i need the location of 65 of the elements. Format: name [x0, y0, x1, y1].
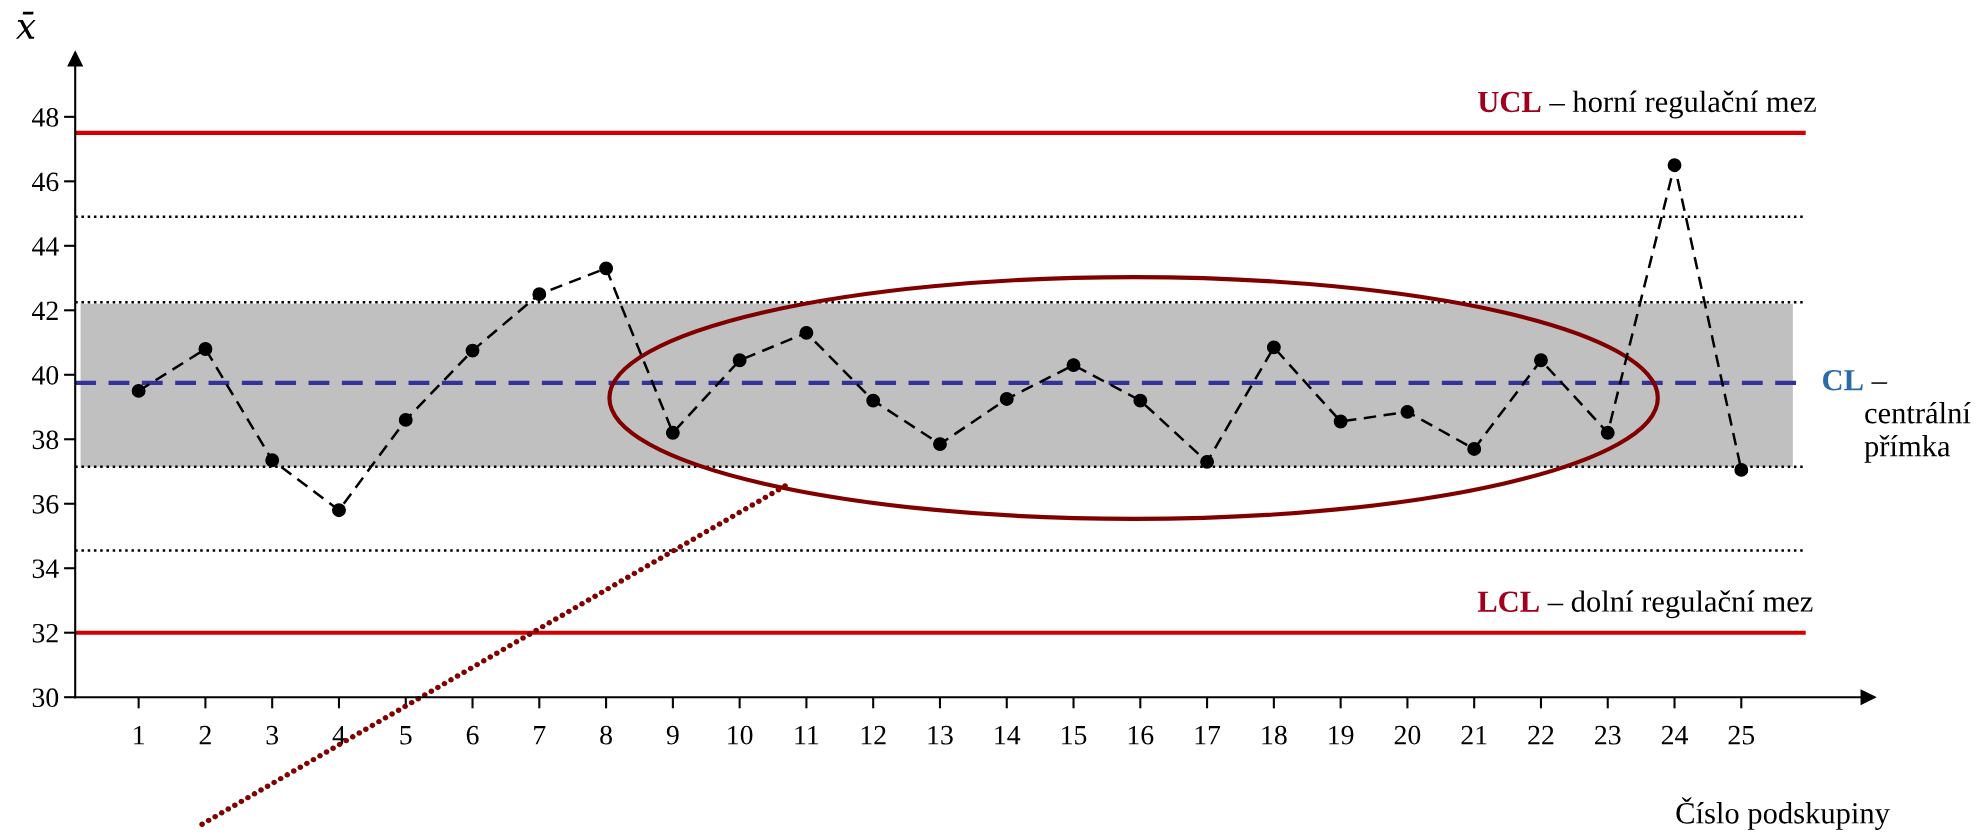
x-tick-label: 5 [400, 726, 412, 745]
x-tick-label: 16 [1128, 725, 1154, 745]
point [532, 287, 547, 302]
y-tick-label: 38 [32, 430, 59, 450]
x-tick-label: 8 [600, 725, 612, 745]
point [332, 503, 346, 518]
ref-line-label: LCL – dolní regulační mez [1477, 590, 1813, 619]
point [265, 453, 280, 468]
x-tick-label: 4 [332, 725, 346, 745]
x-tick-label: 22 [1528, 725, 1554, 745]
x-tick-label: 23 [1595, 725, 1621, 745]
point [1734, 462, 1749, 477]
y-tick-label: 42 [31, 301, 58, 320]
point [1266, 340, 1281, 355]
y-tick-label: 46 [31, 172, 59, 192]
point [665, 425, 680, 440]
y-tick-label: 40 [31, 365, 59, 385]
point [1467, 441, 1482, 456]
x-tick-label: 13 [928, 725, 953, 745]
y-tick-label: 48 [31, 108, 59, 127]
x-tick-label: 2 [199, 725, 211, 745]
point [1534, 353, 1548, 368]
y-tick-label: 30 [32, 688, 59, 708]
point [1600, 425, 1615, 440]
x-tick-label: 3 [266, 725, 279, 745]
x-tick-label: 21 [1461, 725, 1487, 745]
x-tick-label: 9 [666, 725, 679, 745]
point [198, 342, 213, 356]
point [1200, 454, 1215, 469]
y-tick-label: 32 [32, 623, 58, 643]
x-tick-label: 17 [1195, 725, 1221, 745]
x-tick-label: 15 [1062, 725, 1087, 745]
point [732, 353, 747, 368]
point [1667, 158, 1682, 173]
point [465, 343, 480, 358]
point [1133, 393, 1148, 408]
x-tick-label: 10 [728, 725, 753, 745]
y-tick-label: 36 [32, 494, 59, 514]
x-tick-label: 1 [134, 725, 144, 745]
point [398, 412, 413, 427]
x-tick-label: 25 [1728, 725, 1755, 745]
x-tick-label: 20 [1394, 725, 1421, 745]
ref-line-label: CL – centrální přímka [1823, 369, 1971, 463]
point [1066, 358, 1081, 373]
x-tick-label: 6 [466, 725, 479, 745]
ref-line-label: UCL – horní regulační mez [1478, 90, 1816, 119]
point [866, 393, 881, 408]
point [933, 437, 947, 452]
point [999, 392, 1014, 406]
x-tick-label: 11 [795, 725, 819, 745]
x-tick-label: 18 [1262, 725, 1287, 745]
point [599, 261, 614, 276]
point [131, 383, 146, 398]
x-tick-label: 7 [534, 726, 546, 745]
x-tick-label: 24 [1661, 725, 1688, 745]
point [1333, 414, 1348, 429]
point [799, 325, 814, 340]
x-axis-title: Číslo podskupiny [1676, 797, 1890, 830]
y-tick-label: 44 [31, 237, 59, 256]
y-tick-label: 34 [32, 559, 59, 579]
x-tick-label: 14 [995, 725, 1021, 745]
point [1400, 404, 1415, 419]
x-tick-label: 19 [1329, 725, 1354, 745]
y-axis-title: x̄ [15, 11, 36, 39]
x-tick-label: 12 [861, 725, 886, 745]
